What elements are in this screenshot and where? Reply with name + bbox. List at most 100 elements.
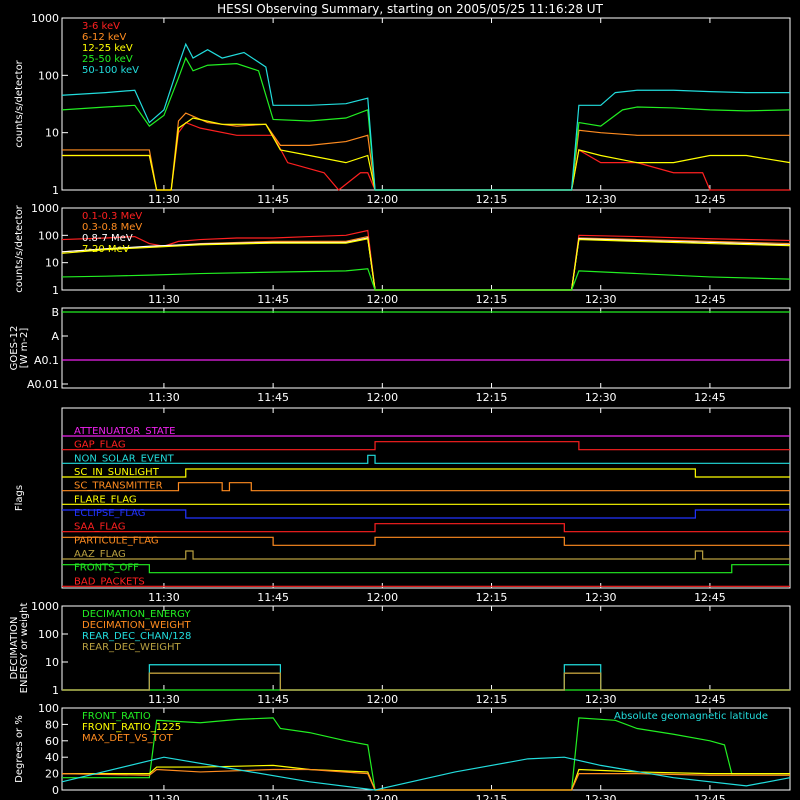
counts_lo-xtick-label: 12:15 [476, 193, 508, 206]
flags-flag-label: PARTICULE_FLAG [74, 535, 159, 546]
page-title: HESSI Observing Summary, starting on 200… [217, 2, 603, 16]
counts_hi-legend-entry: 0.8-7 MeV [82, 233, 133, 244]
flags-flag-line [62, 509, 790, 519]
counts_hi-series-line [61, 268, 791, 291]
flags-flag-label: SAA_FLAG [74, 522, 125, 533]
counts_lo-series-line [62, 117, 791, 191]
decimation-xtick-label: 12:00 [366, 693, 398, 706]
flags-flag-label: FLARE_FLAG [74, 494, 137, 505]
counts_hi-ytick-label: 1 [52, 284, 59, 297]
counts_hi-legend-entry: 0.3-0.8 MeV [82, 222, 142, 233]
decimation-legend-entry: REAR_DEC_WEIGHT [82, 642, 181, 653]
flags-flag-line [62, 564, 790, 574]
ratios-xtick-label: 11:45 [257, 793, 289, 800]
counts_lo-legend-entry: 3-6 keV [82, 21, 120, 32]
decimation-ylabel: ENERGY or weight [19, 603, 30, 694]
flags-flag-line [62, 468, 790, 478]
ratios-ytick-label: 80 [45, 718, 59, 731]
decimation-ytick-label: 100 [38, 628, 59, 641]
flags-xtick-label: 12:30 [585, 591, 617, 604]
counts_hi-series-line [61, 229, 791, 291]
goes-axes [61, 307, 791, 389]
counts_lo-ytick-label: 10 [45, 127, 59, 140]
ratios-xtick-label: 11:30 [148, 793, 180, 800]
goes-ytick-label: B [51, 306, 59, 319]
goes-xtick-label: 12:45 [694, 391, 726, 404]
flags-xtick-label: 12:00 [366, 591, 398, 604]
flags-flag-label: SC_IN_SUNLIGHT [74, 467, 160, 478]
decimation-ytick-label: 1 [52, 684, 59, 697]
ratios-series-line [62, 764, 790, 791]
counts_lo-legend-entry: 25-50 keV [82, 54, 133, 65]
counts_lo-xtick-label: 11:45 [257, 193, 289, 206]
counts_hi-xtick-label: 11:45 [257, 293, 289, 306]
ratios-legend-entry: FRONT_RATIO [82, 711, 151, 722]
flags-flag-label: ECLIPSE_FLAG [74, 508, 145, 519]
decimation-xtick-label: 11:30 [148, 693, 180, 706]
counts_hi-ylabel: counts/s/detector [14, 204, 25, 292]
goes-xtick-label: 11:30 [148, 391, 180, 404]
flags-flag-line [62, 441, 790, 451]
counts_lo-xtick-label: 12:00 [366, 193, 398, 206]
counts_hi-xtick-label: 11:30 [148, 293, 180, 306]
decimation-xtick-label: 12:30 [585, 693, 617, 706]
flags-xtick-label: 12:45 [694, 591, 726, 604]
flags-flag-line [62, 454, 790, 464]
counts_hi-xtick-label: 12:30 [585, 293, 617, 306]
flags-flag-label: NON_SOLAR_EVENT [74, 453, 175, 464]
ratios-xtick-label: 12:45 [694, 793, 726, 800]
decimation-legend-entry: DECIMATION_WEIGHT [82, 620, 191, 631]
counts_hi-ytick-label: 1000 [31, 202, 59, 215]
counts_lo-ylabel: counts/s/detector [14, 59, 25, 147]
ratios-ytick-label: 100 [38, 702, 59, 715]
goes-xtick-label: 12:15 [476, 391, 508, 404]
decimation-series-line [62, 664, 790, 691]
counts_hi-panel: 11:30 11:45 12:00 12:15 12:30 12:45 1 10 100 1000… [14, 202, 791, 306]
counts_hi-series-line [61, 238, 791, 291]
flags-flag-label: BAD_PACKETS [74, 576, 145, 587]
counts_lo-legend-entry: 6-12 keV [82, 32, 126, 43]
flags-flag-line [62, 550, 790, 560]
counts_hi-ytick-label: 10 [45, 257, 59, 270]
flags-flag-label: FRONTS_OFF [74, 563, 139, 574]
counts_lo-legend-entry: 50-100 keV [82, 65, 139, 76]
flags-flag-line [62, 536, 790, 546]
decimation-xtick-label: 12:15 [476, 693, 508, 706]
counts_lo-ytick-label: 1000 [31, 12, 59, 25]
counts_lo-ytick-label: 1 [52, 184, 59, 197]
ratios-legend-entry: Absolute geomagnetic latitude [614, 711, 768, 722]
ratios-ytick-label: 60 [45, 735, 59, 748]
ratios-xtick-label: 12:00 [366, 793, 398, 800]
flags-axes [61, 407, 791, 589]
decimation-legend-entry: REAR_DEC_CHAN/128 [82, 631, 191, 642]
ratios-legend-entry: MAX_DET_VS_TOT [82, 733, 174, 744]
ratios-series-line [62, 717, 790, 791]
flags-panel: 11:30 11:45 12:00 12:15 12:30 12:45 Flags ATTEN… [14, 407, 791, 604]
decimation-series-line [62, 672, 790, 691]
flags-flag-label: GAP_FLAG [74, 440, 126, 451]
counts_hi-ytick-label: 100 [38, 229, 59, 242]
flags-ylabel: Flags [14, 485, 25, 511]
goes-ytick-label: A0.1 [34, 354, 59, 367]
goes-ylabel: GOES-12 [9, 326, 20, 371]
counts_lo-xtick-label: 11:30 [148, 193, 180, 206]
counts_lo-xtick-label: 12:30 [585, 193, 617, 206]
goes-ylabel: [W m-2] [19, 328, 30, 369]
ratios-series-line [61, 756, 791, 791]
counts_lo-axes [61, 17, 791, 191]
flags-flag-label: ATTENUATOR_STATE [74, 426, 175, 437]
ratios-ytick-label: 0 [52, 784, 59, 797]
goes-xtick-label: 12:30 [585, 391, 617, 404]
counts_lo-xtick-label: 12:45 [694, 193, 726, 206]
flags-flag-label: SC_TRANSMITTER [74, 481, 163, 492]
counts_hi-legend-entry: 0.1-0.3 MeV [82, 211, 142, 222]
ratios-xtick-label: 12:15 [476, 793, 508, 800]
counts_hi-series-line [61, 235, 791, 291]
decimation-xtick-label: 12:45 [694, 693, 726, 706]
decimation-ytick-label: 1000 [31, 600, 59, 613]
counts_lo-series-line [62, 121, 790, 191]
counts_lo-series-line [61, 42, 790, 191]
flags-flag-line [62, 523, 790, 533]
ratios-panel: 11:30 11:45 12:00 12:15 12:30 12:45 0 20 40 60 80 1… [14, 702, 791, 800]
